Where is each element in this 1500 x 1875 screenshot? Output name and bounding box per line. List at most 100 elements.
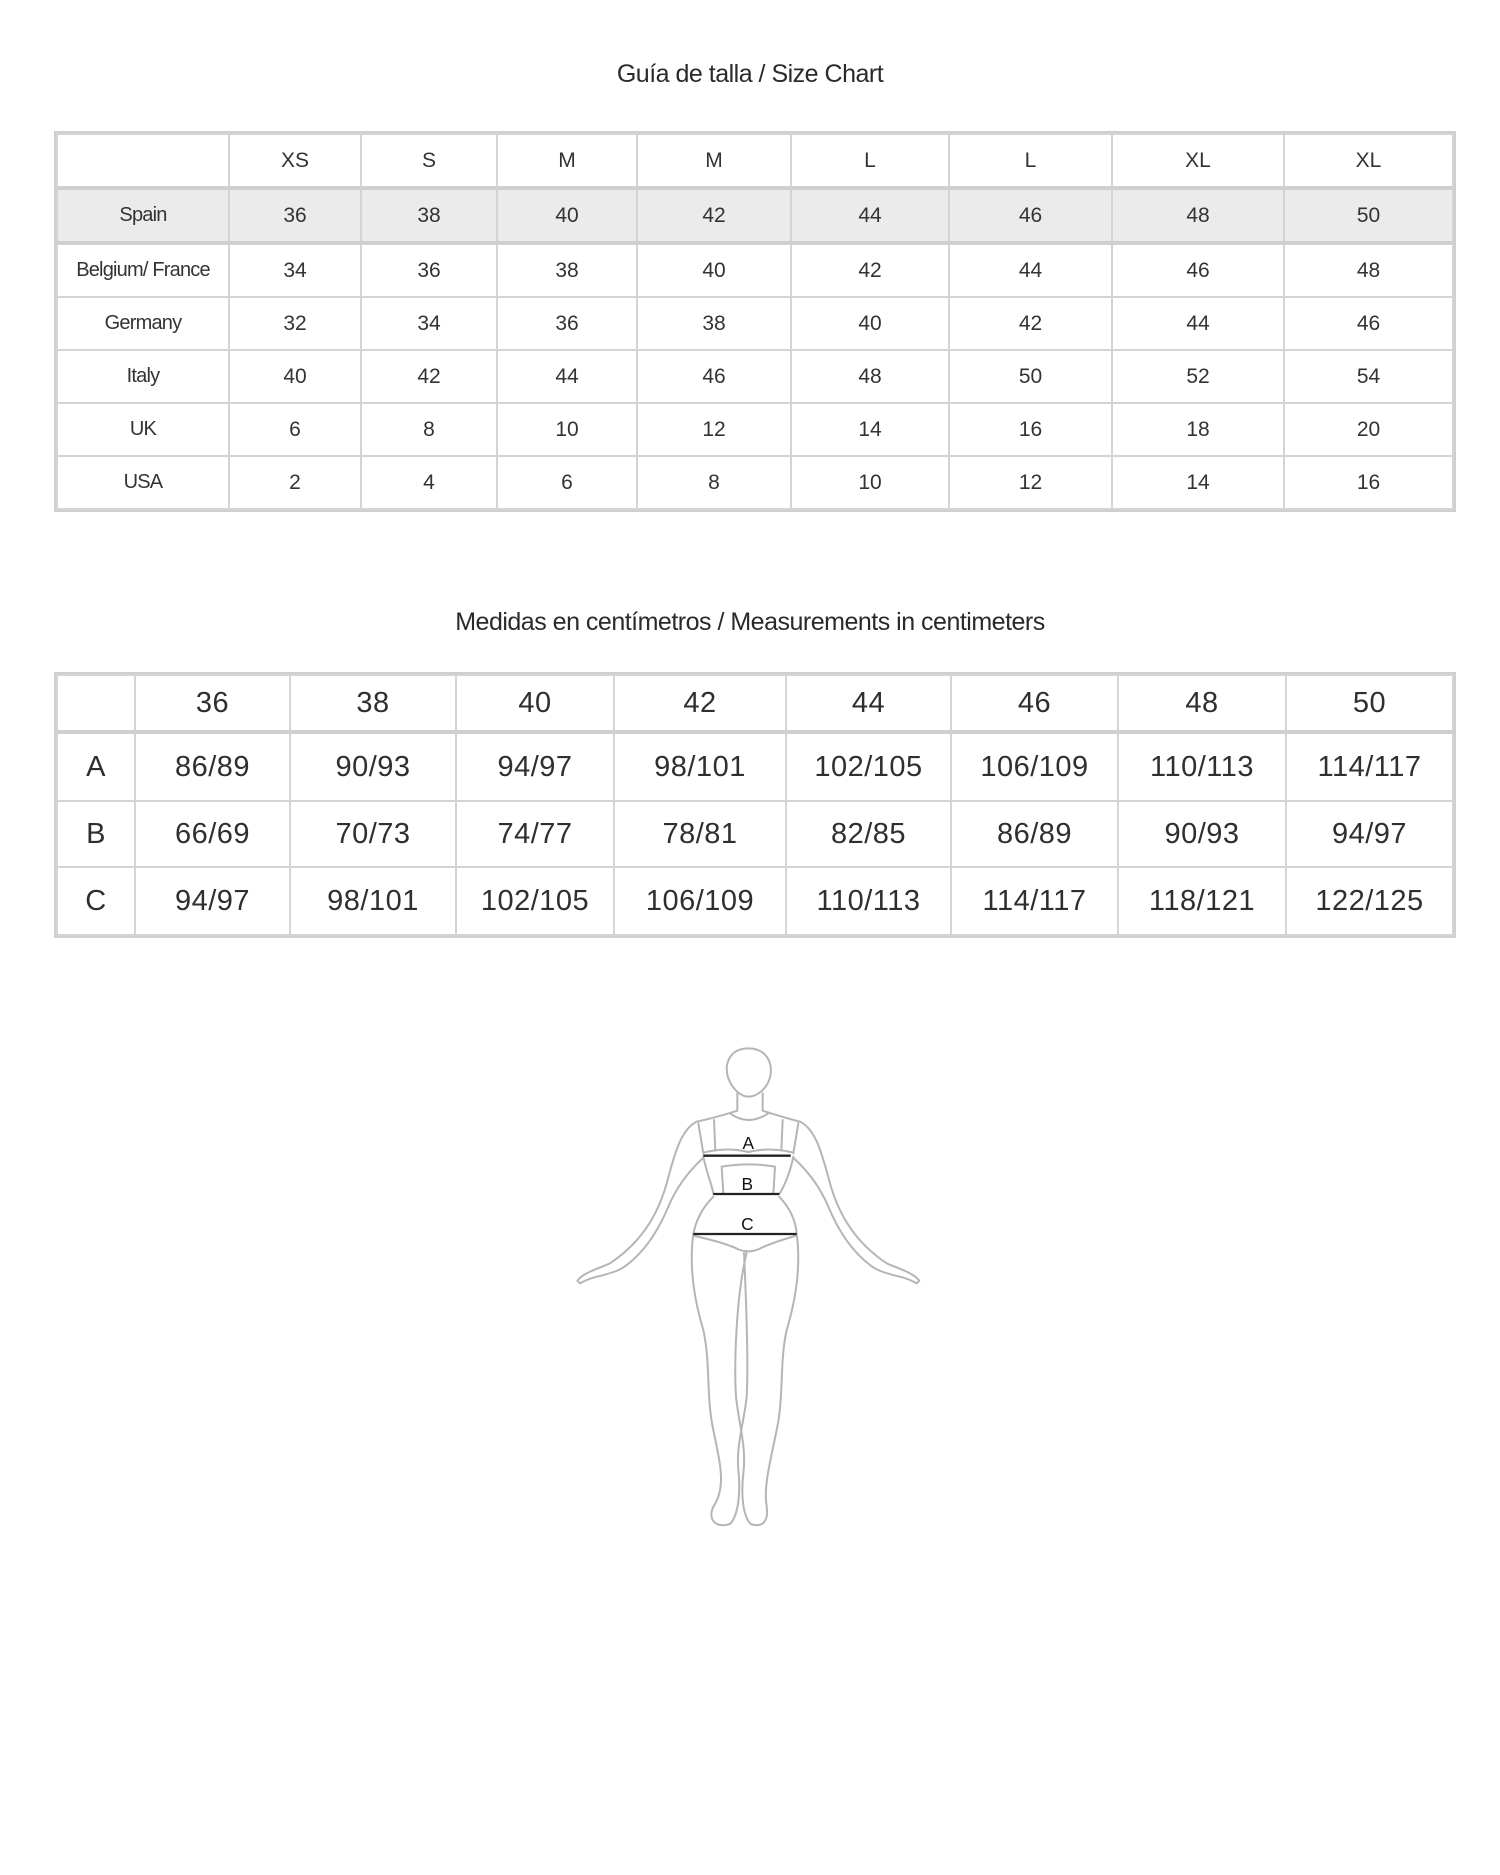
measurement-value-cell: 86/89 bbox=[134, 731, 291, 802]
size-value-cell: 46 bbox=[1111, 242, 1285, 298]
size-value-cell: 36 bbox=[228, 187, 362, 245]
measurement-value-cell: 94/97 bbox=[134, 866, 291, 936]
country-label: Spain bbox=[56, 187, 230, 245]
size-value-cell: 12 bbox=[948, 455, 1113, 510]
measurement-value-cell: 66/69 bbox=[134, 800, 291, 868]
figure-head bbox=[725, 1047, 772, 1098]
size-value-cell: 12 bbox=[636, 402, 792, 457]
measurements-title: Medidas en centímetros / Measurements in… bbox=[455, 608, 1045, 636]
measure-label-c: C bbox=[741, 1214, 754, 1234]
measurement-value-cell: 102/105 bbox=[785, 731, 952, 802]
size-header-cell: XL bbox=[1111, 133, 1285, 190]
measure-label-a: A bbox=[743, 1133, 755, 1153]
table-row: USA 2 4 6 8 10 12 14 16 bbox=[56, 455, 1454, 510]
size-header-cell: 44 bbox=[785, 674, 952, 734]
measurement-value-cell: 110/113 bbox=[1117, 731, 1287, 802]
size-value-cell: 8 bbox=[636, 455, 792, 510]
size-header-cell: L bbox=[790, 133, 950, 190]
measure-label-b: B bbox=[742, 1174, 754, 1194]
size-header-cell: 46 bbox=[950, 674, 1119, 734]
measurement-value-cell: 106/109 bbox=[613, 866, 787, 936]
measurement-value-cell: 86/89 bbox=[950, 800, 1119, 868]
measurement-value-cell: 98/101 bbox=[289, 866, 457, 936]
measurement-label: A bbox=[56, 731, 136, 802]
size-value-cell: 18 bbox=[1111, 402, 1285, 457]
size-value-cell: 52 bbox=[1111, 349, 1285, 404]
size-chart-title: Guía de talla / Size Chart bbox=[616, 60, 884, 88]
empty-corner-cell bbox=[56, 133, 230, 190]
measurement-value-cell: 114/117 bbox=[950, 866, 1119, 936]
measurements-table: 36 38 40 42 44 46 48 50 A 86/89 90/93 94/97 98/101 10… bbox=[56, 674, 1454, 936]
table-row: Belgium/ France 34 36 38 40 42 44 46 48 bbox=[56, 242, 1454, 298]
size-value-cell: 38 bbox=[636, 296, 792, 351]
size-value-cell: 42 bbox=[948, 296, 1113, 351]
measurement-label: C bbox=[56, 866, 136, 936]
size-value-cell: 44 bbox=[948, 242, 1113, 298]
size-value-cell: 44 bbox=[790, 187, 950, 245]
size-value-cell: 42 bbox=[636, 187, 792, 245]
size-value-cell: 36 bbox=[496, 296, 638, 351]
figure-underwear bbox=[694, 1235, 796, 1253]
measurement-value-cell: 102/105 bbox=[455, 866, 615, 936]
size-value-cell: 42 bbox=[790, 242, 950, 298]
country-label: Germany bbox=[56, 296, 230, 351]
figure-right-arm bbox=[793, 1120, 921, 1285]
size-value-cell: 50 bbox=[948, 349, 1113, 404]
measurement-value-cell: 94/97 bbox=[455, 731, 615, 802]
measurement-value-cell: 114/117 bbox=[1285, 731, 1454, 802]
measurement-value-cell: 90/93 bbox=[1117, 800, 1287, 868]
size-value-cell: 48 bbox=[1283, 242, 1454, 298]
measurement-value-cell: 110/113 bbox=[785, 866, 952, 936]
size-header-cell: 36 bbox=[134, 674, 291, 734]
size-header-cell: 42 bbox=[613, 674, 787, 734]
size-value-cell: 14 bbox=[790, 402, 950, 457]
size-chart-table: XS S M M L L XL XL Spain 36 38 40 42 44 46 48 50 Belgium/… bbox=[56, 133, 1454, 510]
size-value-cell: 46 bbox=[948, 187, 1113, 245]
measurement-value-cell: 98/101 bbox=[613, 731, 787, 802]
size-value-cell: 46 bbox=[1283, 296, 1454, 351]
figure-right-leg bbox=[734, 1233, 800, 1527]
size-header-cell: L bbox=[948, 133, 1113, 190]
measurement-value-cell: 106/109 bbox=[950, 731, 1119, 802]
size-header-cell: 48 bbox=[1117, 674, 1287, 734]
size-header-cell: XS bbox=[228, 133, 362, 190]
size-value-cell: 38 bbox=[496, 242, 638, 298]
size-value-cell: 16 bbox=[948, 402, 1113, 457]
size-value-cell: 6 bbox=[228, 402, 362, 457]
country-label: UK bbox=[56, 402, 230, 457]
size-value-cell: 44 bbox=[1111, 296, 1285, 351]
size-header-cell: 50 bbox=[1285, 674, 1454, 734]
country-label: USA bbox=[56, 455, 230, 510]
size-value-cell: 48 bbox=[790, 349, 950, 404]
size-value-cell: 20 bbox=[1283, 402, 1454, 457]
table-row: UK 6 8 10 12 14 16 18 20 bbox=[56, 402, 1454, 457]
table-row: B 66/69 70/73 74/77 78/81 82/85 86/89 90/93 94/9… bbox=[56, 800, 1454, 868]
size-value-cell: 32 bbox=[228, 296, 362, 351]
measurement-label: B bbox=[56, 800, 136, 868]
table-row: Italy 40 42 44 46 48 50 52 54 bbox=[56, 349, 1454, 404]
size-value-cell: 8 bbox=[360, 402, 498, 457]
table-row: A 86/89 90/93 94/97 98/101 102/105 106/109 110/… bbox=[56, 731, 1454, 802]
country-label: Belgium/ France bbox=[56, 242, 230, 298]
size-value-cell: 38 bbox=[360, 187, 498, 245]
measurement-value-cell: 82/85 bbox=[785, 800, 952, 868]
figure-neck bbox=[729, 1092, 770, 1121]
measurement-value-cell: 122/125 bbox=[1285, 866, 1454, 936]
size-value-cell: 40 bbox=[496, 187, 638, 245]
figure-bra bbox=[697, 1119, 800, 1155]
size-value-cell: 44 bbox=[496, 349, 638, 404]
size-value-cell: 6 bbox=[496, 455, 638, 510]
size-value-cell: 42 bbox=[360, 349, 498, 404]
measurement-value-cell: 78/81 bbox=[613, 800, 787, 868]
size-value-cell: 2 bbox=[228, 455, 362, 510]
size-header-cell: XL bbox=[1283, 133, 1454, 190]
figure-torso bbox=[692, 1155, 798, 1235]
measurement-value-cell: 70/73 bbox=[289, 800, 457, 868]
size-value-cell: 10 bbox=[496, 402, 638, 457]
size-value-cell: 14 bbox=[1111, 455, 1285, 510]
size-value-cell: 40 bbox=[228, 349, 362, 404]
size-value-cell: 10 bbox=[790, 455, 950, 510]
size-value-cell: 4 bbox=[360, 455, 498, 510]
table-row: C 94/97 98/101 102/105 106/109 110/113 114/117… bbox=[56, 866, 1454, 936]
size-value-cell: 46 bbox=[636, 349, 792, 404]
